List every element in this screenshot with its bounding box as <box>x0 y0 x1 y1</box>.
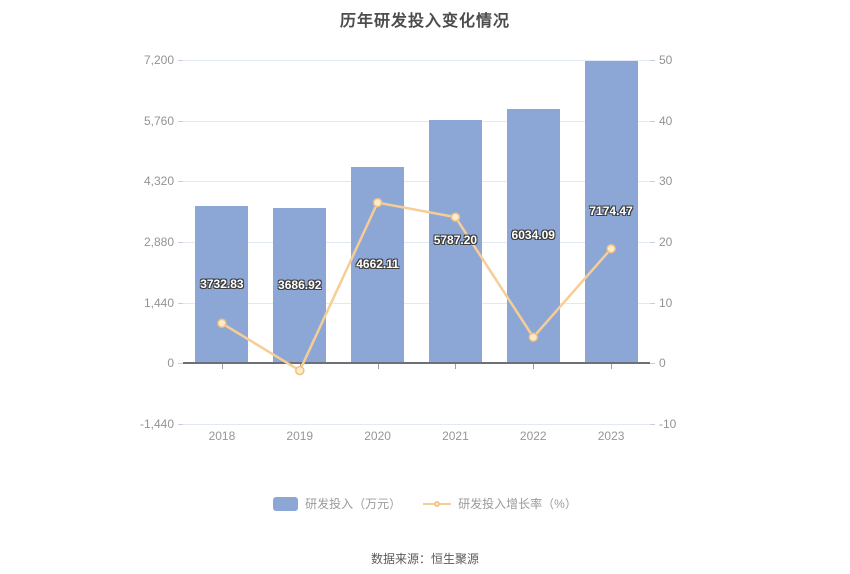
y-axis-label-right: -10 <box>659 417 677 431</box>
right-axis-tick <box>650 60 655 61</box>
y-axis-label-left: 5,760 <box>143 113 174 128</box>
x-axis-label: 2022 <box>519 429 547 444</box>
line-point-2020[interactable] <box>372 197 383 208</box>
line-point-2021[interactable] <box>450 212 461 222</box>
y-axis-label-left: 0 <box>167 356 174 371</box>
bar-series-label: 研发投入（万元） <box>305 497 402 511</box>
left-axis-tick <box>178 242 183 243</box>
x-axis-tick <box>455 364 457 370</box>
y-axis-label-right: 20 <box>659 235 673 249</box>
bar-value-label: 3732.83 <box>200 276 244 291</box>
y-axis-label-right: 40 <box>659 113 673 128</box>
gridline <box>183 60 650 61</box>
right-axis-tick <box>650 181 655 183</box>
line-point-2022[interactable] <box>528 332 539 342</box>
left-axis-tick <box>178 363 183 365</box>
line-point-2018[interactable] <box>217 318 227 329</box>
bar-value-label: 6034.09 <box>511 228 555 243</box>
left-axis-tick <box>178 120 183 122</box>
right-axis-tick <box>650 120 655 122</box>
y-axis-label-left: 2,880 <box>143 235 174 249</box>
x-axis-tick <box>377 364 379 370</box>
bar-value-label: 4662.11 <box>356 257 399 272</box>
x-axis-label: 2023 <box>597 429 625 444</box>
bar-value-label: 3686.92 <box>278 277 322 292</box>
y-axis-label-left: -1,440 <box>139 417 174 431</box>
line-series-ring-icon <box>434 500 441 507</box>
gridline <box>183 302 650 304</box>
gridline <box>183 181 650 183</box>
x-axis-label: 2020 <box>364 429 391 444</box>
y-axis-label-right: 30 <box>659 174 673 189</box>
bar-series-swatch <box>273 496 299 511</box>
line-point-2023[interactable] <box>606 243 616 254</box>
bar-value-label: 7174.47 <box>589 204 633 219</box>
legend-item-growth-rate[interactable]: 研发投入增长率（%） <box>423 495 577 512</box>
chart-title: 历年研发投入变化情况 <box>339 13 510 30</box>
right-axis-tick <box>650 424 655 425</box>
y-axis-label-right: 10 <box>659 295 673 310</box>
right-axis-tick <box>650 242 655 243</box>
x-axis-tick <box>533 364 535 370</box>
x-axis-tick <box>611 364 613 370</box>
x-axis-tick <box>221 364 223 370</box>
data-source-note: 数据来源：恒生聚源 <box>370 552 479 566</box>
right-axis-tick <box>650 302 655 304</box>
line-series-label: 研发投入增长率（%） <box>458 497 577 511</box>
x-axis-label: 2021 <box>442 429 469 444</box>
legend-item-rd-investment[interactable]: 研发投入（万元） <box>273 495 401 512</box>
gridline <box>183 424 650 425</box>
left-axis-tick <box>178 60 183 61</box>
y-axis-label-left: 4,320 <box>143 174 174 189</box>
left-axis-tick <box>178 424 183 425</box>
y-axis-label-right: 50 <box>659 53 673 67</box>
right-axis-tick <box>650 363 655 365</box>
y-axis-label-right: 0 <box>659 356 666 371</box>
bar-value-label: 5787.20 <box>433 233 478 248</box>
x-axis-label: 2018 <box>208 429 236 444</box>
left-axis-tick <box>178 181 183 183</box>
line-point-2019[interactable] <box>295 365 305 376</box>
line-series-marker <box>423 500 452 507</box>
y-axis-label-left: 7,200 <box>143 53 174 67</box>
left-axis-tick <box>178 302 183 304</box>
y-axis-label-left: 1,440 <box>143 295 174 310</box>
gridline <box>183 120 650 122</box>
x-axis-label: 2019 <box>286 429 314 444</box>
x-axis-line <box>183 362 650 365</box>
legend: 研发投入（万元） 研发投入增长率（%） <box>0 495 850 512</box>
